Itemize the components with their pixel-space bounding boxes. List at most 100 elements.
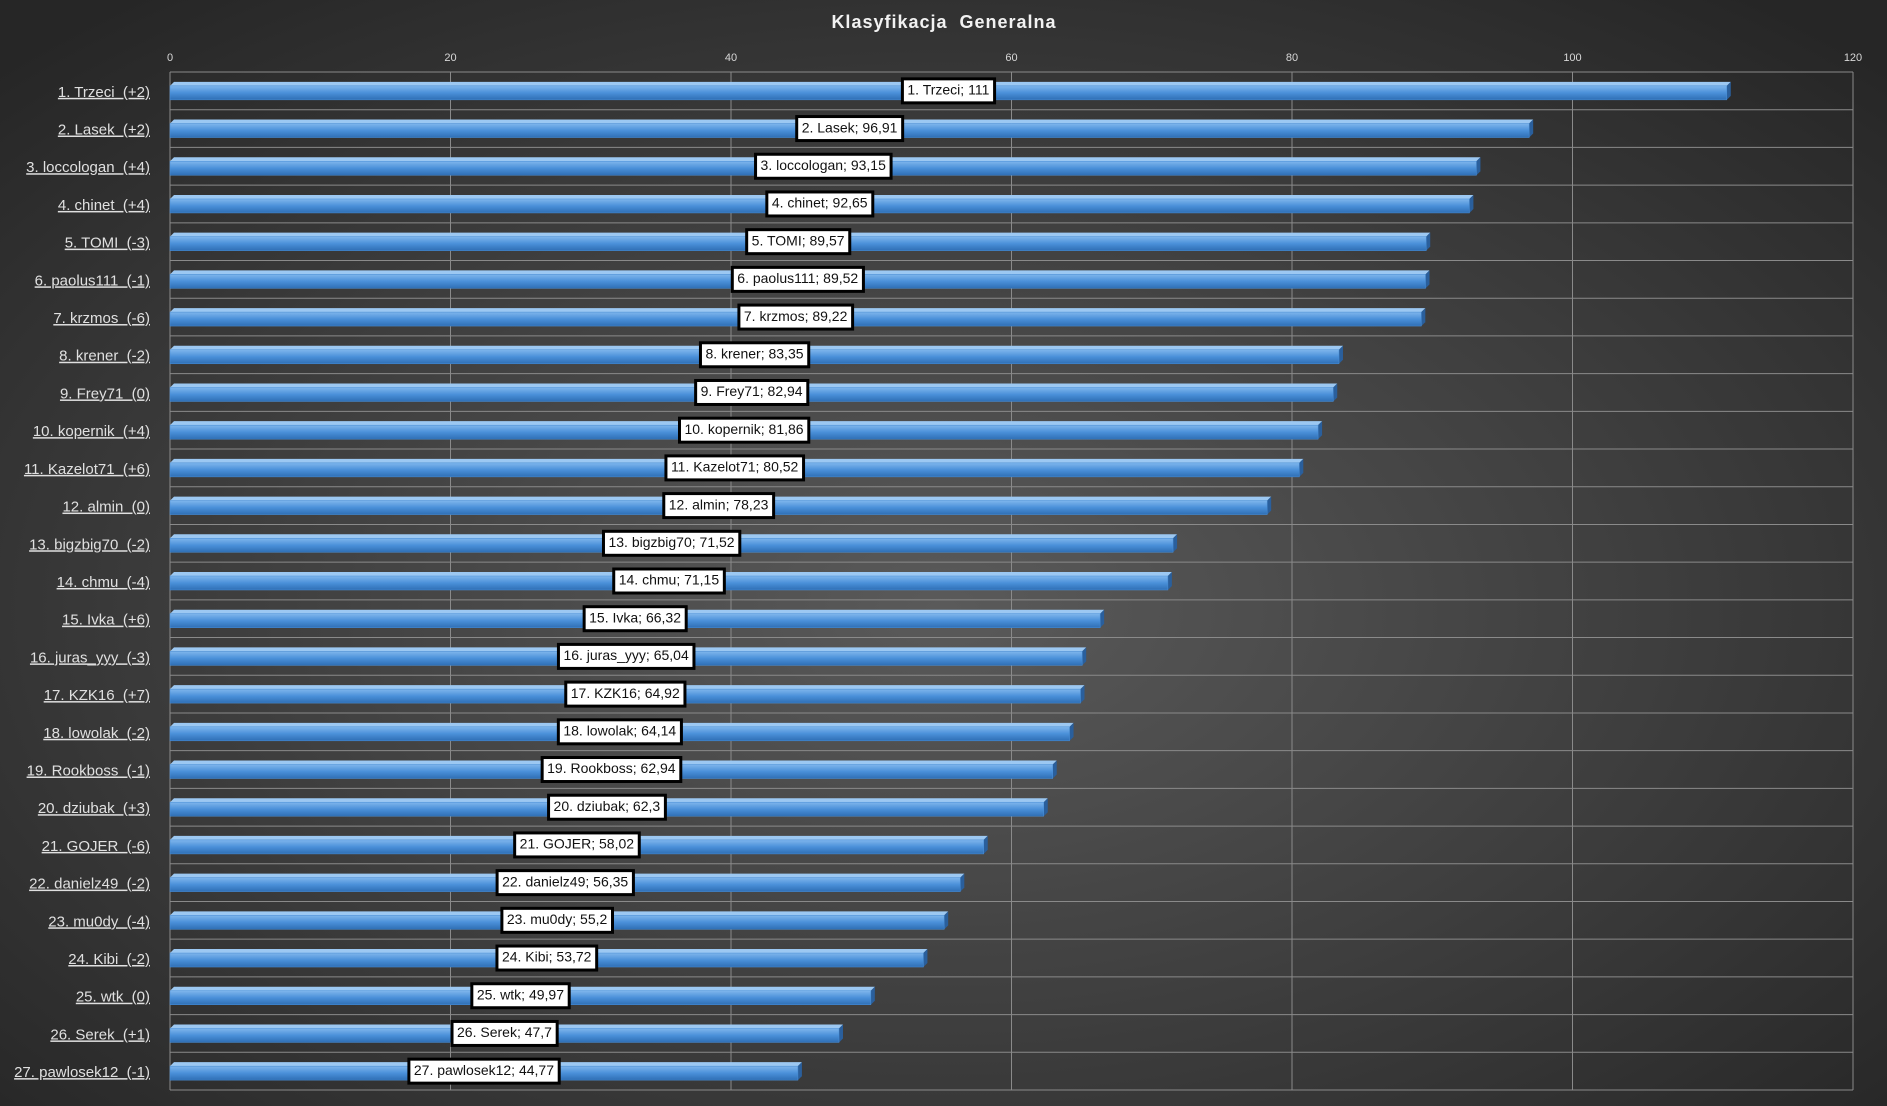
- data-label-box: [698, 341, 811, 369]
- y-tick-label: 21. GOJER (-6): [42, 838, 150, 855]
- data-label-box: [737, 303, 855, 331]
- data-label-box: [547, 793, 667, 821]
- data-label: 15. Ivka; 66,32: [589, 609, 681, 625]
- y-tick-label: 5. TOMI (-3): [65, 235, 150, 252]
- y-tick-label: 7. krzmos (-6): [53, 310, 150, 327]
- data-label: 11. Kazelot71; 80,52: [671, 459, 799, 475]
- data-label: 5. TOMI; 89,57: [752, 232, 845, 248]
- data-label: 24. Kibi; 53,72: [502, 949, 592, 965]
- data-label-box: [495, 869, 635, 897]
- data-label: 19. Rookboss; 62,94: [547, 760, 676, 776]
- y-tick-label: 8. krener (-2): [59, 348, 150, 365]
- bar-side-face: [1338, 345, 1343, 364]
- y-tick-label: 4. chinet (+4): [58, 197, 150, 214]
- data-label-box: [556, 718, 683, 746]
- bar-side-face: [1267, 496, 1272, 515]
- data-label-box: [540, 756, 683, 784]
- data-label-box: [500, 906, 615, 934]
- data-label-box: [754, 152, 893, 180]
- y-tick-label: 3. loccologan (+4): [26, 159, 150, 176]
- data-label: 10. kopernik; 81,86: [684, 421, 803, 437]
- y-tick-label: 19. Rookboss (-1): [27, 762, 150, 779]
- data-label: 4. chinet; 92,65: [772, 195, 868, 211]
- bar-side-face: [1726, 81, 1731, 100]
- y-tick-label: 15. Ivka (+6): [62, 612, 150, 629]
- data-label-box: [450, 1019, 559, 1047]
- y-tick-label: 1. Trzeci (+2): [58, 84, 150, 101]
- data-label: 27. pawlosek12; 44,77: [414, 1062, 554, 1078]
- bar-side-face: [983, 835, 988, 854]
- data-label-box: [900, 77, 997, 105]
- data-label: 20. dziubak; 62,3: [554, 798, 661, 814]
- bar-side-face: [944, 911, 949, 930]
- y-tick-label: 20. dziubak (+3): [38, 800, 150, 817]
- data-label: 12. almin; 78,23: [669, 496, 769, 512]
- data-label-box: [601, 529, 742, 557]
- data-label-box: [582, 605, 688, 633]
- x-tick-label: 120: [1844, 52, 1862, 64]
- bar-side-face: [1299, 458, 1304, 477]
- bar-side-face: [870, 986, 875, 1005]
- bar-side-face: [1318, 421, 1323, 440]
- chart-title: Klasyfikacja Generalna: [831, 12, 1056, 32]
- y-tick-label: 23. mu0dy (-4): [48, 913, 150, 930]
- data-label-box: [612, 567, 726, 595]
- y-tick-label: 16. juras_yyy (-3): [30, 649, 150, 666]
- bar-side-face: [1167, 572, 1172, 590]
- data-label: 17. KZK16; 64,92: [571, 685, 680, 701]
- data-label-box: [564, 680, 687, 708]
- data-label-box: [407, 1057, 561, 1085]
- y-tick-label: 2. Lasek (+2): [58, 122, 150, 139]
- y-tick-label: 11. Kazelot71 (+6): [24, 461, 150, 478]
- bar-side-face: [1052, 760, 1057, 779]
- data-label-box: [513, 831, 641, 859]
- bar-side-face: [1173, 534, 1178, 553]
- data-label: 21. GOJER; 58,02: [520, 836, 635, 852]
- data-label: 22. danielz49; 56,35: [502, 873, 628, 889]
- bar-side-face: [1469, 194, 1474, 213]
- x-tick-label: 40: [725, 52, 737, 64]
- data-label: 9. Frey71; 82,94: [701, 383, 803, 399]
- bar-side-face: [1425, 270, 1430, 289]
- x-tick-label: 60: [1005, 52, 1017, 64]
- data-label-box: [556, 642, 696, 670]
- y-tick-label: 10. kopernik (+4): [33, 423, 150, 440]
- data-label-box: [495, 944, 599, 972]
- data-label: 26. Serek; 47,7: [457, 1024, 552, 1040]
- bar-side-face: [1421, 308, 1426, 327]
- bar-side-face: [1476, 157, 1481, 176]
- data-label-box: [677, 416, 811, 444]
- data-label-box: [765, 190, 875, 218]
- data-label-box: [745, 228, 852, 256]
- bar-side-face: [797, 1062, 802, 1081]
- y-tick-label: 9. Frey71 (0): [60, 385, 150, 402]
- bar-side-face: [1100, 609, 1105, 628]
- y-tick-label: 25. wtk (0): [76, 989, 150, 1006]
- data-label-box: [795, 115, 905, 143]
- data-label: 8. krener; 83,35: [705, 345, 803, 361]
- data-label-box: [664, 454, 806, 482]
- data-label-box: [662, 492, 776, 520]
- data-label: 14. chmu; 71,15: [619, 572, 720, 588]
- bar-side-face: [1426, 232, 1431, 251]
- data-label: 16. juras_yyy; 65,04: [563, 647, 689, 663]
- y-tick-label: 14. chmu (-4): [57, 574, 150, 591]
- data-label: 1. Trzeci; 111: [907, 82, 989, 98]
- bar-side-face: [1043, 798, 1048, 817]
- y-tick-label: 12. almin (0): [62, 499, 150, 516]
- data-label-box: [694, 378, 810, 406]
- bar-side-face: [923, 949, 928, 968]
- y-tick-label: 18. lowolak (-2): [43, 725, 150, 742]
- data-label: 25. wtk; 49,97: [477, 986, 564, 1002]
- bar-side-face: [1069, 722, 1074, 741]
- y-tick-label: 27. pawlosek12 (-1): [14, 1064, 150, 1081]
- y-tick-label: 24. Kibi (-2): [68, 951, 150, 968]
- y-tick-label: 17. KZK16 (+7): [44, 687, 150, 704]
- y-tick-label: 26. Serek (+1): [50, 1026, 150, 1043]
- data-label: 13. bigzbig70; 71,52: [608, 534, 734, 550]
- x-tick-label: 20: [444, 52, 456, 64]
- x-tick-label: 100: [1563, 52, 1581, 64]
- bar-side-face: [1082, 647, 1087, 666]
- bar-side-face: [1080, 685, 1085, 704]
